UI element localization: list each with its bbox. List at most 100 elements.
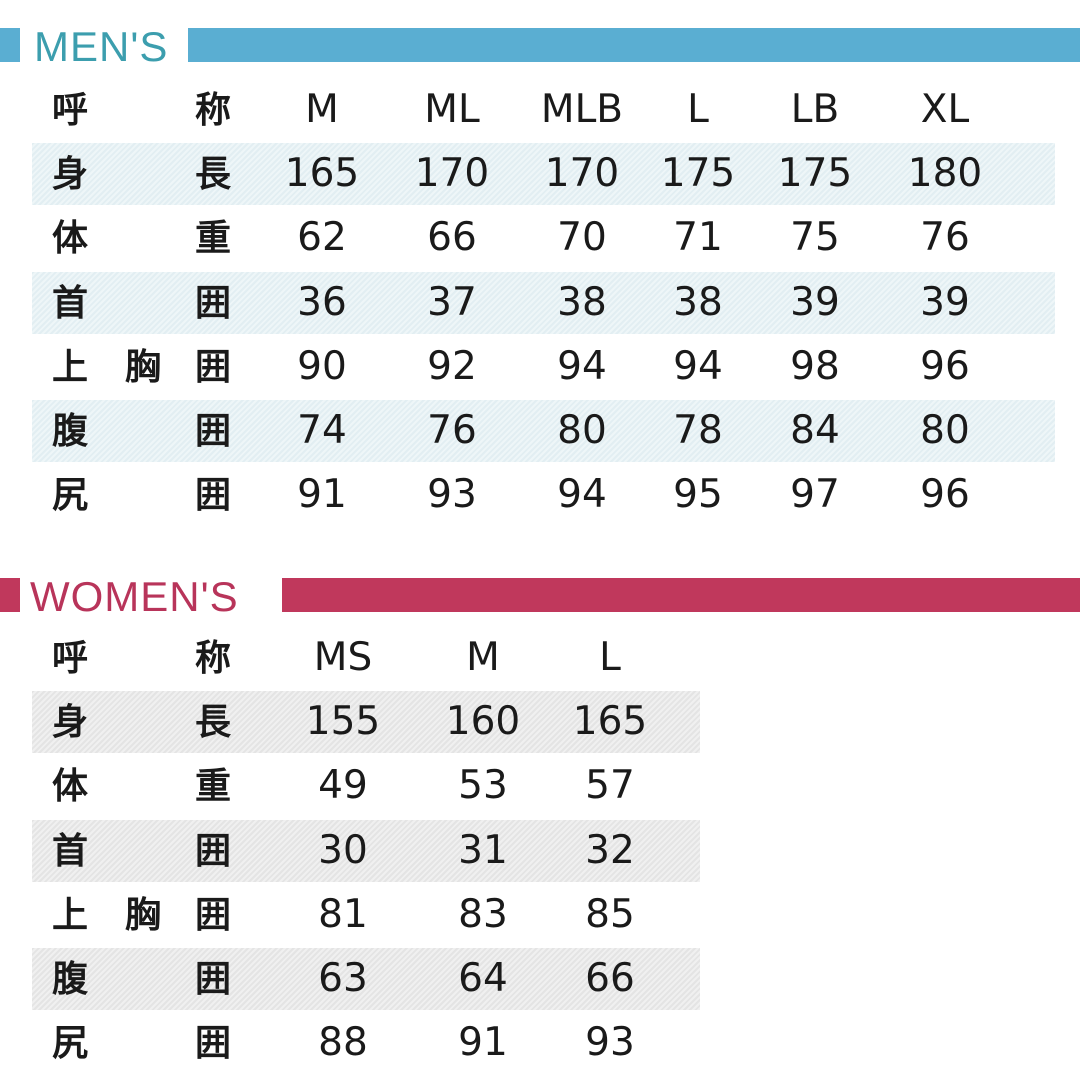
row-label-char: 重 bbox=[194, 217, 232, 260]
size-value: 170 bbox=[414, 151, 490, 197]
size-value: 96 bbox=[920, 343, 970, 389]
size-header: LB bbox=[790, 87, 840, 132]
size-value: 39 bbox=[920, 279, 970, 325]
size-value: 31 bbox=[458, 827, 508, 873]
size-value: 80 bbox=[557, 408, 607, 453]
size-value: 83 bbox=[458, 891, 508, 937]
row-label-char: 囲 bbox=[194, 345, 232, 388]
size-header: MS bbox=[313, 635, 373, 680]
size-value: 38 bbox=[557, 279, 607, 325]
women-section-title: WOMEN'S bbox=[30, 573, 239, 620]
men-table-row: 体 重 62 66 70 71 75 76 bbox=[32, 207, 1055, 269]
row-label-char: 首 bbox=[51, 829, 89, 872]
row-label-char: 囲 bbox=[194, 281, 232, 324]
size-value: 165 bbox=[284, 151, 360, 197]
size-value: 98 bbox=[790, 343, 840, 389]
men-table-row: 上胸囲 90 92 94 94 98 96 bbox=[32, 336, 1055, 398]
row-label-char: 重 bbox=[194, 765, 232, 808]
size-value: 74 bbox=[297, 408, 347, 453]
row-label-char: 尻 bbox=[51, 474, 89, 517]
size-value: 78 bbox=[673, 408, 723, 453]
row-label-char: 腹 bbox=[51, 410, 89, 452]
row-label-char: 長 bbox=[194, 153, 232, 196]
size-value: 93 bbox=[427, 472, 477, 518]
size-value: 85 bbox=[585, 891, 635, 937]
row-label-char: 上 bbox=[51, 893, 89, 936]
men-table-row: 身 長 165 170 170 175 175 180 bbox=[32, 143, 1055, 206]
size-header: M bbox=[466, 635, 500, 680]
size-value: 170 bbox=[544, 151, 620, 197]
size-value: 62 bbox=[297, 215, 347, 261]
size-value: 39 bbox=[790, 279, 840, 325]
size-value: 49 bbox=[318, 763, 368, 809]
men-table-row: 腹 囲 74 76 80 78 84 80 bbox=[32, 400, 1055, 462]
size-value: 37 bbox=[427, 279, 477, 325]
size-header: L bbox=[599, 635, 621, 680]
row-label-char: 囲 bbox=[194, 958, 232, 1000]
size-value: 96 bbox=[920, 472, 970, 518]
women-header-bar bbox=[282, 578, 1080, 612]
row-label-char: 胸 bbox=[124, 893, 162, 936]
size-value: 30 bbox=[318, 827, 368, 873]
women-table-row: 腹 囲 63 64 66 bbox=[32, 948, 700, 1010]
size-value: 160 bbox=[445, 699, 521, 745]
size-value: 88 bbox=[318, 1020, 368, 1066]
size-value: 75 bbox=[790, 215, 840, 261]
size-value: 84 bbox=[790, 408, 840, 453]
size-value: 66 bbox=[427, 215, 477, 261]
size-value: 97 bbox=[790, 472, 840, 518]
women-table-row: 上胸囲 81 83 85 bbox=[32, 884, 700, 946]
women-table-row: 体 重 49 53 57 bbox=[32, 755, 700, 817]
size-value: 70 bbox=[557, 215, 607, 261]
row-label-char: 囲 bbox=[194, 1022, 232, 1065]
women-header-row: 呼 称 MS M L bbox=[32, 627, 700, 689]
size-value: 94 bbox=[673, 343, 723, 389]
row-label-char: 呼 bbox=[51, 89, 89, 131]
row-label-char: 呼 bbox=[51, 637, 89, 679]
women-table-row: 尻 囲 88 91 93 bbox=[32, 1012, 700, 1074]
size-value: 32 bbox=[585, 827, 635, 873]
size-value: 175 bbox=[660, 151, 736, 197]
row-label-char: 体 bbox=[51, 217, 89, 260]
row-label-char: 胸 bbox=[124, 345, 162, 388]
women-header-block bbox=[0, 578, 20, 612]
size-value: 81 bbox=[318, 891, 368, 937]
size-header: XL bbox=[920, 87, 970, 132]
men-header-block bbox=[0, 28, 20, 62]
men-table-row: 首 囲 36 37 38 38 39 39 bbox=[32, 271, 1055, 334]
size-value: 94 bbox=[557, 343, 607, 389]
row-label-char: 囲 bbox=[194, 474, 232, 517]
size-value: 71 bbox=[673, 215, 723, 261]
row-label-char: 長 bbox=[194, 701, 232, 744]
size-value: 175 bbox=[777, 151, 853, 197]
row-label-char: 称 bbox=[194, 637, 232, 679]
size-value: 91 bbox=[297, 472, 347, 518]
row-label-char: 上 bbox=[51, 345, 89, 388]
row-label-char: 称 bbox=[194, 89, 232, 131]
size-value: 180 bbox=[907, 151, 983, 197]
row-label-char: 囲 bbox=[194, 829, 232, 872]
size-header: MLB bbox=[540, 87, 624, 132]
row-label-char: 囲 bbox=[194, 893, 232, 936]
row-label-char: 囲 bbox=[194, 410, 232, 452]
size-header: L bbox=[687, 87, 709, 132]
size-header: M bbox=[305, 87, 339, 132]
size-value: 90 bbox=[297, 343, 347, 389]
size-value: 57 bbox=[585, 763, 635, 809]
men-section-title: MEN'S bbox=[34, 23, 169, 70]
row-label-char: 腹 bbox=[51, 958, 89, 1000]
size-value: 165 bbox=[572, 699, 648, 745]
size-value: 76 bbox=[920, 215, 970, 261]
size-value: 66 bbox=[585, 956, 635, 1001]
size-value: 92 bbox=[427, 343, 477, 389]
men-header-bar bbox=[188, 28, 1080, 62]
row-label-char: 尻 bbox=[51, 1022, 89, 1065]
size-value: 95 bbox=[673, 472, 723, 518]
row-label-char: 首 bbox=[51, 281, 89, 324]
size-value: 80 bbox=[920, 408, 970, 453]
size-value: 94 bbox=[557, 472, 607, 518]
row-label-char: 身 bbox=[51, 153, 89, 196]
women-table-row: 首 囲 30 31 32 bbox=[32, 819, 700, 882]
men-header-row: 呼 称 M ML MLB L LB XL bbox=[32, 79, 1055, 141]
row-label-char: 体 bbox=[51, 765, 89, 808]
